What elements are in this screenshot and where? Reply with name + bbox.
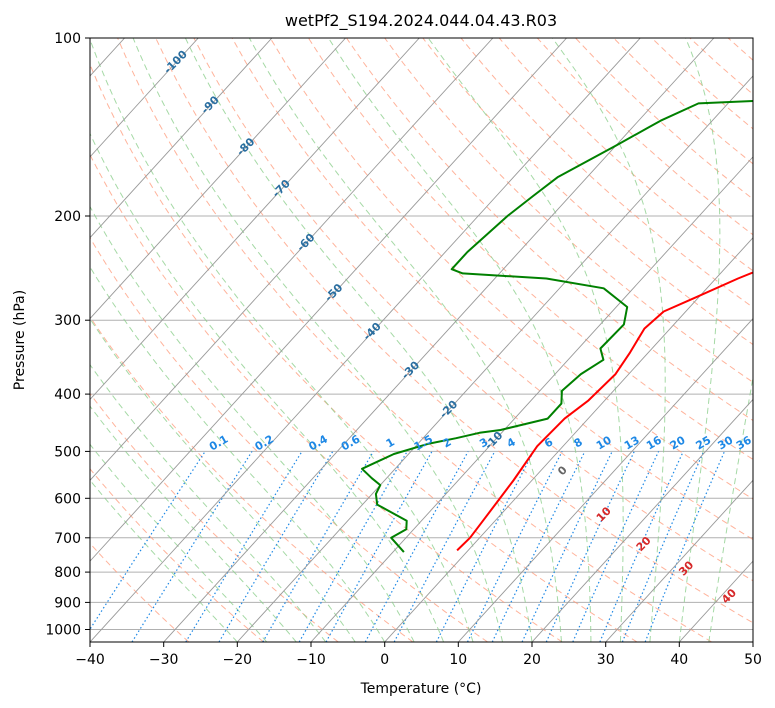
dry-adiabat bbox=[90, 468, 264, 642]
y-tick-label: 400 bbox=[54, 387, 81, 403]
mixing-ratio-line bbox=[572, 451, 660, 642]
mixing-ratio-line bbox=[599, 451, 684, 642]
plot-series bbox=[361, 100, 753, 553]
moist-adiabat bbox=[184, 38, 533, 642]
y-tick-label: 200 bbox=[54, 209, 81, 225]
dry-adiabat bbox=[117, 38, 712, 642]
x-tick-label: 10 bbox=[449, 652, 467, 668]
y-tick-label: 900 bbox=[54, 595, 81, 611]
x-tick-label: 50 bbox=[744, 652, 762, 668]
temperature-line bbox=[456, 271, 753, 552]
moist-adiabat bbox=[90, 266, 386, 642]
y-tick-label: 600 bbox=[54, 491, 81, 507]
moist-adiabat bbox=[248, 38, 562, 642]
y-tick-label: 500 bbox=[54, 444, 81, 460]
isotherm-line bbox=[90, 38, 199, 158]
isotherm-line bbox=[90, 38, 494, 481]
isotherm-line bbox=[90, 38, 273, 239]
moist-adiabat bbox=[90, 405, 297, 642]
dewpoint-line bbox=[361, 100, 753, 553]
y-tick-label: 1000 bbox=[45, 623, 81, 639]
dry-adiabat bbox=[90, 63, 638, 642]
x-tick-label: 30 bbox=[597, 652, 615, 668]
y-tick-label: 700 bbox=[54, 531, 81, 547]
mixing-ratio-line bbox=[298, 451, 408, 642]
mixing-ratio-line bbox=[621, 451, 705, 642]
dry-adiabat bbox=[90, 542, 190, 642]
dry-adiabat bbox=[307, 38, 753, 461]
x-tick-label: −20 bbox=[223, 652, 253, 668]
x-tick-label: −30 bbox=[149, 652, 179, 668]
isotherm-line bbox=[90, 38, 641, 642]
x-tick-label: 20 bbox=[523, 652, 541, 668]
moist-adiabat bbox=[328, 38, 592, 642]
x-tick-label: −10 bbox=[296, 652, 326, 668]
y-axis: 1000 900 800 700 600 500 400 300 200 100 bbox=[45, 31, 90, 639]
dry-adiabat bbox=[269, 38, 753, 500]
mixing-ratio-line bbox=[185, 451, 303, 642]
moist-adiabat bbox=[427, 38, 624, 642]
isotherm-line bbox=[531, 398, 753, 642]
mixing-ratio-line bbox=[325, 451, 433, 642]
x-tick-label: −40 bbox=[75, 652, 105, 668]
dry-adiabat bbox=[90, 153, 563, 642]
plot-frame bbox=[89, 37, 754, 643]
dry-adiabat bbox=[90, 236, 488, 642]
y-axis-title: Pressure (hPa) bbox=[12, 290, 28, 390]
x-tick-label: 40 bbox=[670, 652, 688, 668]
isotherm-line bbox=[605, 479, 753, 642]
chart-title: wetPf2_S194.2024.044.04.43.R03 bbox=[285, 11, 557, 31]
isotherm-line bbox=[384, 237, 753, 642]
dry-adiabat bbox=[193, 38, 753, 582]
isotherm-line bbox=[90, 38, 420, 401]
mixing-ratio-line bbox=[435, 451, 535, 642]
moist-adiabat bbox=[90, 132, 445, 642]
moist-adiabat bbox=[90, 318, 356, 642]
isotherm-line bbox=[163, 38, 715, 642]
moist-adiabat bbox=[90, 38, 474, 642]
moist-adiabat bbox=[708, 374, 753, 642]
isotherm-line bbox=[457, 317, 753, 642]
isotherm-line bbox=[310, 156, 753, 642]
moist-adiabat bbox=[132, 38, 503, 642]
moist-adiabat bbox=[678, 38, 721, 642]
x-axis: −40 −30 −20 −10 0 10 20 30 40 50 bbox=[75, 642, 762, 668]
x-tick-label: 0 bbox=[380, 652, 389, 668]
isotherm-line bbox=[90, 38, 346, 320]
mixing-ratio-line bbox=[466, 451, 563, 642]
moist-adiabat bbox=[551, 38, 666, 642]
y-tick-label: 100 bbox=[54, 31, 81, 47]
isotherm-line bbox=[236, 75, 753, 642]
isotherm-line bbox=[90, 38, 567, 562]
y-tick-label: 800 bbox=[54, 565, 81, 581]
moist-adiabat bbox=[90, 363, 327, 642]
x-axis-title: Temperature (°C) bbox=[360, 681, 482, 697]
plot-grid bbox=[90, 38, 753, 642]
y-tick-label: 300 bbox=[54, 313, 81, 329]
mixing-ratio-line bbox=[364, 451, 469, 642]
mixing-ratio-line bbox=[90, 451, 206, 631]
dry-adiabat bbox=[155, 38, 753, 624]
